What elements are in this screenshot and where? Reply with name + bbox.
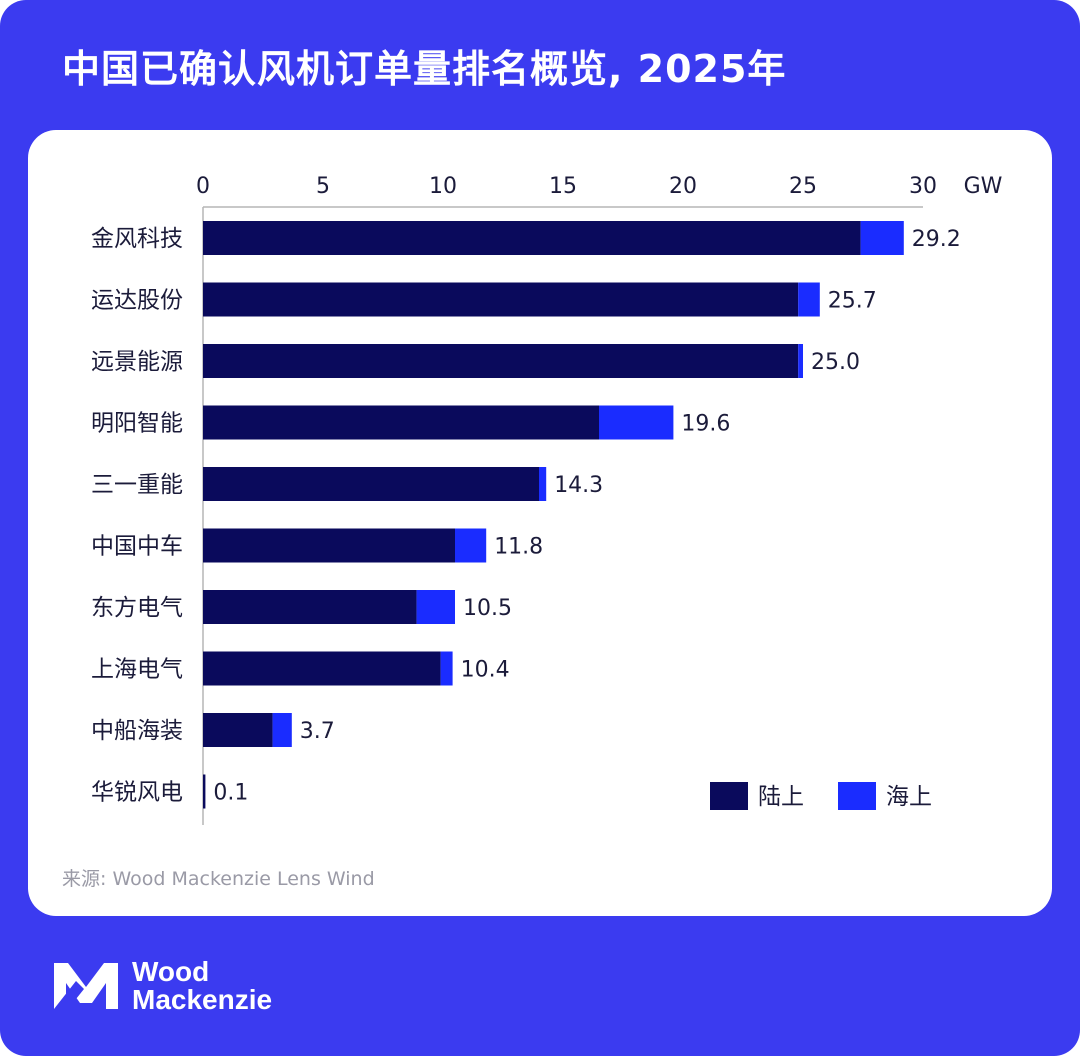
category-label: 中船海装 bbox=[91, 718, 183, 744]
bar-offshore bbox=[599, 405, 674, 440]
category-label: 金风科技 bbox=[91, 226, 183, 252]
bar-onshore bbox=[203, 774, 206, 809]
x-tick-label: 0 bbox=[196, 174, 210, 199]
legend-label-onshore: 陆上 bbox=[758, 784, 804, 810]
bar-offshore bbox=[798, 282, 820, 317]
source-note: 来源: Wood Mackenzie Lens Wind bbox=[62, 868, 375, 890]
legend-swatch-offshore bbox=[838, 782, 876, 810]
data-label: 10.4 bbox=[461, 658, 510, 683]
category-label: 明阳智能 bbox=[91, 411, 183, 437]
bar-offshore bbox=[416, 590, 455, 624]
x-tick-label: 10 bbox=[429, 174, 457, 199]
x-tick-label: 30 bbox=[909, 174, 937, 199]
data-label: 3.7 bbox=[300, 719, 335, 744]
logo-text-line1: Wood bbox=[132, 956, 210, 987]
bar-offshore bbox=[539, 467, 547, 501]
category-label: 中国中车 bbox=[91, 534, 183, 560]
wm-logo-icon bbox=[54, 963, 118, 1009]
bar-onshore bbox=[203, 590, 417, 624]
bar-offshore bbox=[860, 221, 904, 255]
bar-onshore bbox=[203, 344, 799, 378]
x-tick-label: 25 bbox=[789, 174, 817, 199]
data-label: 10.5 bbox=[463, 596, 512, 621]
logo-wordmark: Wood Mackenzie bbox=[132, 958, 272, 1014]
bar-onshore bbox=[203, 713, 273, 747]
bar-offshore bbox=[798, 344, 803, 378]
category-label: 远景能源 bbox=[91, 349, 183, 375]
x-tick-label: 20 bbox=[669, 174, 697, 199]
legend-label-offshore: 海上 bbox=[886, 784, 932, 810]
bar-onshore bbox=[203, 528, 455, 563]
chart-card: 0 5 10 15 20 25 30 GW 金风科技 29.2 运达股份 25.7 远景能源 25.0 明阳… bbox=[28, 130, 1052, 916]
bar-onshore bbox=[203, 405, 599, 440]
category-label: 三一重能 bbox=[91, 472, 183, 498]
category-label: 运达股份 bbox=[91, 288, 183, 314]
legend-swatch-onshore bbox=[710, 782, 748, 810]
bar-offshore bbox=[440, 651, 453, 686]
wood-mackenzie-logo: Wood Mackenzie bbox=[54, 958, 272, 1014]
data-label: 11.8 bbox=[494, 535, 543, 560]
bar-chart: 0 5 10 15 20 25 30 GW 金风科技 29.2 运达股份 25.7 远景能源 25.0 明阳… bbox=[91, 174, 1003, 825]
logo-text-line2: Mackenzie bbox=[132, 984, 273, 1015]
data-label: 19.6 bbox=[681, 412, 730, 437]
category-label: 上海电气 bbox=[91, 657, 183, 683]
x-unit-label: GW bbox=[964, 174, 1003, 199]
category-label: 华锐风电 bbox=[91, 780, 183, 806]
bar-onshore bbox=[203, 651, 441, 686]
data-label: 29.2 bbox=[912, 227, 961, 252]
data-label: 14.3 bbox=[554, 473, 603, 498]
bar-onshore bbox=[203, 221, 861, 255]
x-tick-label: 15 bbox=[549, 174, 577, 199]
bar-onshore bbox=[203, 282, 799, 317]
x-tick-label: 5 bbox=[316, 174, 330, 199]
bar-offshore bbox=[272, 713, 292, 747]
data-label: 25.7 bbox=[828, 289, 877, 314]
bar-offshore bbox=[455, 528, 487, 563]
data-label: 25.0 bbox=[811, 350, 860, 375]
chart-title: 中国已确认风机订单量排名概览, 2025年 bbox=[62, 47, 787, 91]
category-label: 东方电气 bbox=[91, 595, 183, 621]
bar-onshore bbox=[203, 467, 539, 501]
data-label: 0.1 bbox=[213, 781, 248, 806]
